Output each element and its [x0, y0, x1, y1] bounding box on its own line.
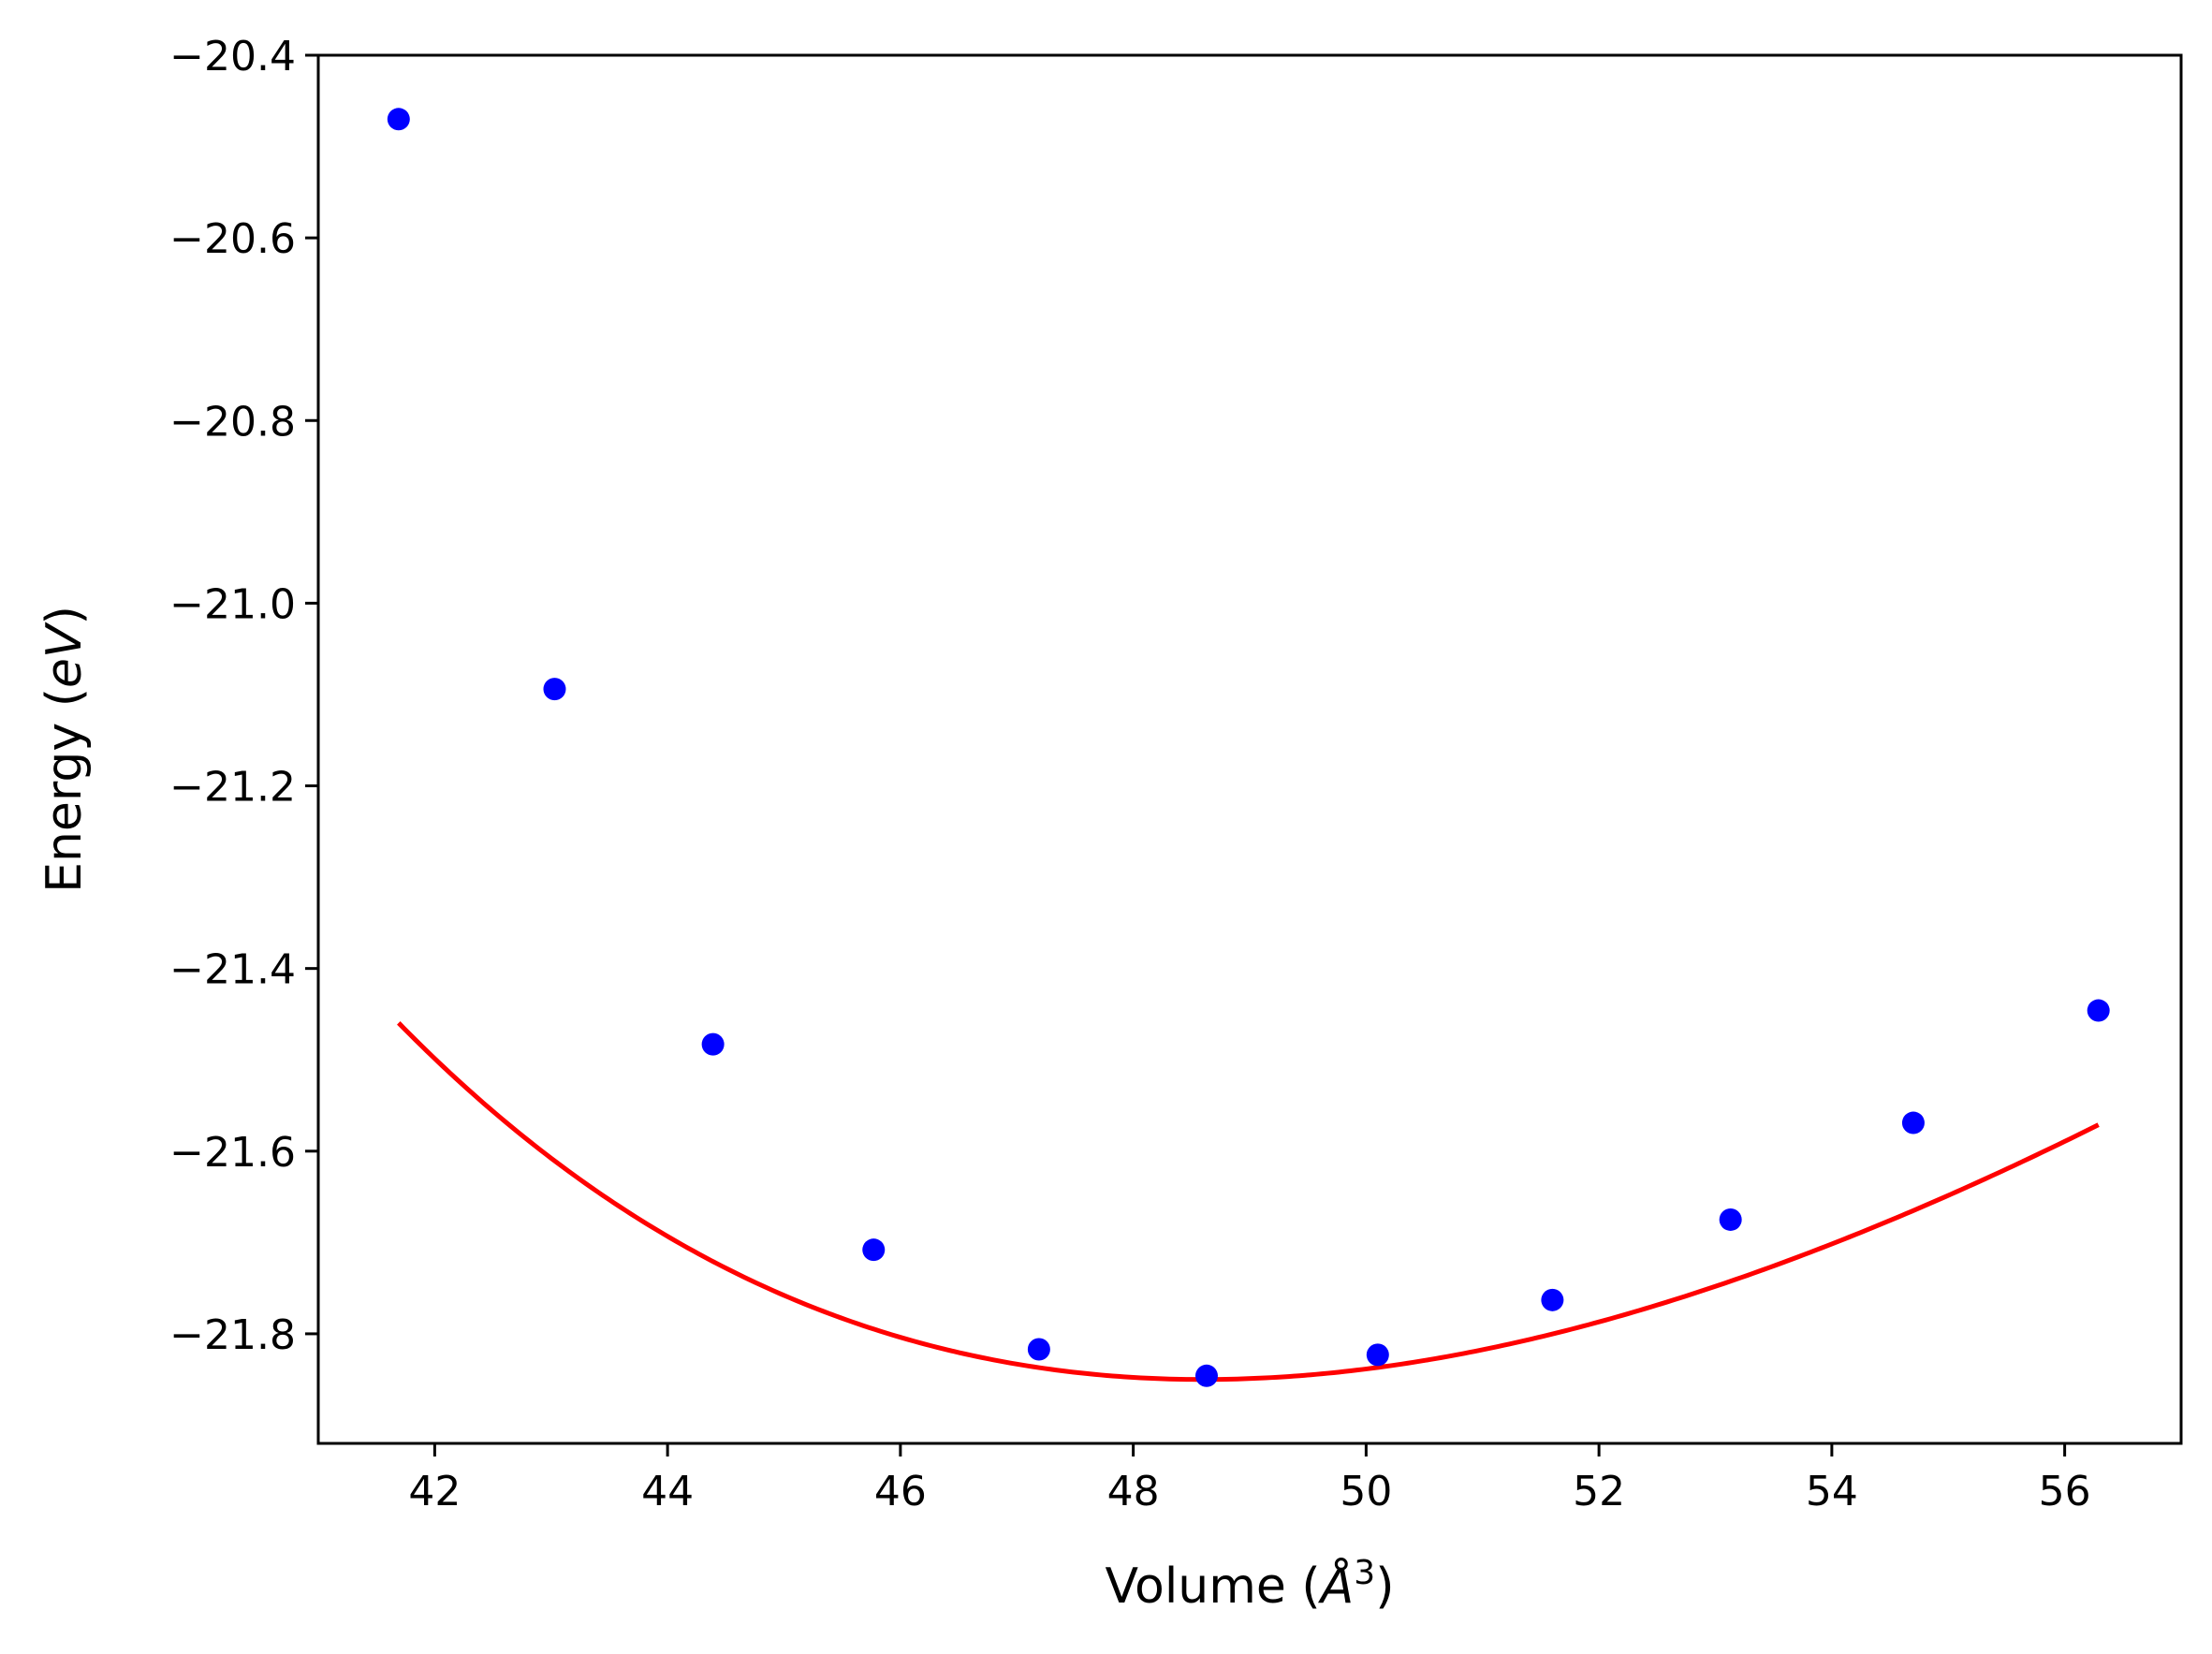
y-tick-label: −20.8 [169, 398, 296, 446]
data-point [1366, 1343, 1389, 1367]
plot-area [387, 108, 2110, 1387]
data-point [701, 1032, 725, 1056]
y-tick-label: −20.6 [169, 215, 296, 263]
x-axis-ticks: 42 44 46 48 50 52 54 56 [408, 1443, 2091, 1515]
y-tick-label: −21.2 [169, 764, 296, 812]
axes-frame [316, 53, 2183, 1445]
x-tick-label: 54 [1806, 1468, 1858, 1515]
data-point [1901, 1111, 1925, 1134]
y-axis-label: Energy (eV) [37, 606, 93, 893]
data-point [543, 678, 566, 701]
data-point [1541, 1288, 1564, 1311]
y-tick-label: −21.0 [169, 580, 296, 628]
x-tick-label: 42 [408, 1468, 461, 1515]
x-axis-label: Volume (Å3) [1106, 1554, 1395, 1615]
data-point [1719, 1208, 1742, 1231]
data-points [387, 108, 2110, 1387]
x-tick-label: 46 [874, 1468, 927, 1515]
x-tick-label: 50 [1340, 1468, 1392, 1515]
x-tick-label: 52 [1573, 1468, 1625, 1515]
data-point [2087, 999, 2110, 1022]
y-tick-label: −21.4 [169, 946, 296, 994]
data-point [1194, 1364, 1218, 1387]
y-axis-ticks: −20.4 −20.6 −20.8 −21.0 −21.2 −21.4 −21.6 −21.8 [169, 33, 318, 1359]
data-point [1027, 1338, 1050, 1361]
y-tick-label: −21.8 [169, 1311, 296, 1359]
fit-curve [397, 1021, 2100, 1383]
data-point [862, 1238, 886, 1262]
y-tick-label: −20.4 [169, 33, 296, 81]
y-tick-label: −21.6 [169, 1129, 296, 1177]
x-tick-label: 56 [2039, 1468, 2091, 1515]
data-point [387, 108, 410, 131]
x-tick-label: 44 [641, 1468, 694, 1515]
x-tick-label: 48 [1107, 1468, 1160, 1515]
